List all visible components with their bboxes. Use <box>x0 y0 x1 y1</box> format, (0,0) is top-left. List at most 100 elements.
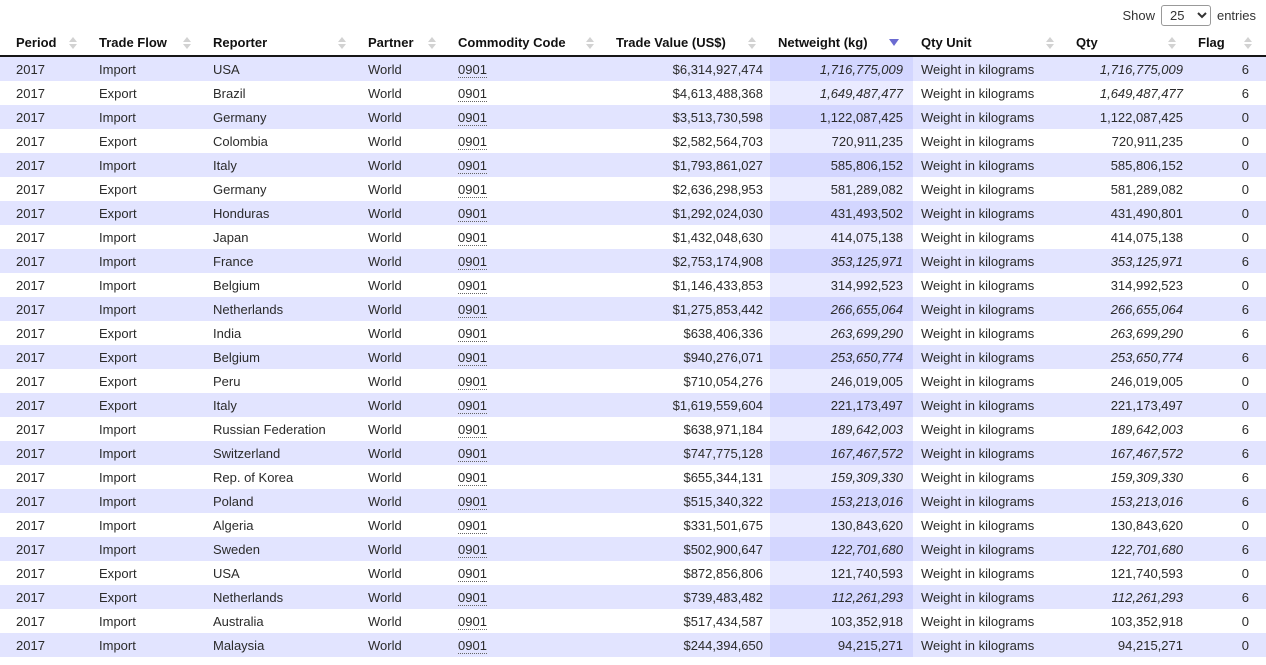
commodity-code-link[interactable]: 0901 <box>458 157 487 174</box>
cell-unit: Weight in kilograms <box>921 397 1035 413</box>
cell-code: 0901 <box>450 465 608 489</box>
sort-both-icon <box>1244 36 1252 49</box>
cell-flow: Import <box>99 613 136 629</box>
cell-period: 2017 <box>16 589 45 605</box>
commodity-code-link[interactable]: 0901 <box>458 469 487 486</box>
cell-value: $638,971,184 <box>683 421 763 437</box>
cell-reporter: India <box>213 325 242 341</box>
cell-unit: Weight in kilograms <box>921 349 1035 365</box>
cell-partner: World <box>368 157 402 173</box>
commodity-code-link[interactable]: 0901 <box>458 637 487 654</box>
commodity-code-link[interactable]: 0901 <box>458 109 487 126</box>
commodity-code-link[interactable]: 0901 <box>458 421 487 438</box>
column-header-netweight[interactable]: Netweight (kg) <box>770 30 913 57</box>
cell-period: 2017 <box>16 61 45 77</box>
commodity-code-link[interactable]: 0901 <box>458 517 487 534</box>
column-header-commodity-code[interactable]: Commodity Code <box>450 30 608 57</box>
cell-code: 0901 <box>450 513 608 537</box>
column-header-qty[interactable]: Qty <box>1068 30 1190 57</box>
commodity-code-link[interactable]: 0901 <box>458 373 487 390</box>
commodity-code-link[interactable]: 0901 <box>458 253 487 270</box>
commodity-code-link[interactable]: 0901 <box>458 181 487 198</box>
commodity-code-link[interactable]: 0901 <box>458 349 487 366</box>
cell-reporter: Malaysia <box>213 637 265 653</box>
commodity-code-link[interactable]: 0901 <box>458 301 487 318</box>
cell-qty: 314,992,523 <box>1110 277 1183 293</box>
cell-code: 0901 <box>450 609 608 633</box>
cell-reporter: Brazil <box>213 85 246 101</box>
column-header-flag[interactable]: Flag <box>1190 30 1266 57</box>
column-header-partner[interactable]: Partner <box>360 30 450 57</box>
column-label: Flag <box>1198 35 1225 50</box>
cell-flag: 6 <box>1241 301 1249 317</box>
column-label: Trade Value (US$) <box>616 35 726 50</box>
cell-value: $872,856,806 <box>683 565 763 581</box>
trade-data-table: Period Trade Flow Reporter <box>0 30 1266 657</box>
cell-qty: 1,716,775,009 <box>1099 61 1183 77</box>
cell-code: 0901 <box>450 105 608 129</box>
commodity-code-link[interactable]: 0901 <box>458 613 487 630</box>
commodity-code-link[interactable]: 0901 <box>458 541 487 558</box>
cell-code: 0901 <box>450 585 608 609</box>
cell-code: 0901 <box>450 81 608 105</box>
cell-period: 2017 <box>16 109 45 125</box>
cell-unit: Weight in kilograms <box>921 157 1035 173</box>
table-row: 2017 Import Algeria World 0901 $331,501,675 13… <box>0 513 1266 537</box>
column-label: Period <box>16 35 57 50</box>
column-header-period[interactable]: Period <box>0 30 91 57</box>
cell-value: $1,432,048,630 <box>672 229 763 245</box>
cell-flag: 0 <box>1241 205 1249 221</box>
commodity-code-link[interactable]: 0901 <box>458 445 487 462</box>
commodity-code-link[interactable]: 0901 <box>458 277 487 294</box>
commodity-code-link[interactable]: 0901 <box>458 565 487 582</box>
column-header-trade-value[interactable]: Trade Value (US$) <box>608 30 770 57</box>
cell-unit: Weight in kilograms <box>921 637 1035 653</box>
cell-qty: 414,075,138 <box>1110 229 1183 245</box>
cell-code: 0901 <box>450 489 608 513</box>
cell-unit: Weight in kilograms <box>921 205 1035 221</box>
cell-value: $655,344,131 <box>683 469 763 485</box>
cell-flow: Import <box>99 301 136 317</box>
cell-value: $2,636,298,953 <box>672 181 763 197</box>
cell-netweight: 159,309,330 <box>770 465 913 489</box>
cell-flag: 0 <box>1241 181 1249 197</box>
commodity-code-link[interactable]: 0901 <box>458 205 487 222</box>
cell-value: $1,146,433,853 <box>672 277 763 293</box>
commodity-code-link[interactable]: 0901 <box>458 229 487 246</box>
cell-value: $4,613,488,368 <box>672 85 763 101</box>
cell-qty: 103,352,918 <box>1110 613 1183 629</box>
cell-partner: World <box>368 565 402 581</box>
commodity-code-link[interactable]: 0901 <box>458 325 487 342</box>
cell-period: 2017 <box>16 205 45 221</box>
cell-partner: World <box>368 325 402 341</box>
column-label: Reporter <box>213 35 268 50</box>
commodity-code-link[interactable]: 0901 <box>458 397 487 414</box>
commodity-code-link[interactable]: 0901 <box>458 133 487 150</box>
cell-flow: Export <box>99 325 137 341</box>
table-row: 2017 Export Italy World 0901 $1,619,559,604 22… <box>0 393 1266 417</box>
column-header-reporter[interactable]: Reporter <box>205 30 360 57</box>
commodity-code-link[interactable]: 0901 <box>458 589 487 606</box>
cell-code: 0901 <box>450 441 608 465</box>
cell-netweight: 720,911,235 <box>770 129 913 153</box>
column-header-trade-flow[interactable]: Trade Flow <box>91 30 205 57</box>
page-length-select[interactable]: 25 <box>1160 4 1211 26</box>
cell-flag: 0 <box>1241 517 1249 533</box>
commodity-code-link[interactable]: 0901 <box>458 85 487 102</box>
cell-partner: World <box>368 61 402 77</box>
sort-both-icon <box>1168 36 1176 49</box>
cell-code: 0901 <box>450 345 608 369</box>
commodity-code-link[interactable]: 0901 <box>458 493 487 510</box>
cell-code: 0901 <box>450 273 608 297</box>
cell-qty: 1,649,487,477 <box>1099 85 1183 101</box>
commodity-code-link[interactable]: 0901 <box>458 61 487 78</box>
cell-period: 2017 <box>16 277 45 293</box>
table-row: 2017 Import Rep. of Korea World 0901 $655,344… <box>0 465 1266 489</box>
cell-reporter: Poland <box>213 493 254 509</box>
cell-partner: World <box>368 517 402 533</box>
column-header-qty-unit[interactable]: Qty Unit <box>913 30 1068 57</box>
cell-code: 0901 <box>450 249 608 273</box>
cell-unit: Weight in kilograms <box>921 253 1035 269</box>
cell-partner: World <box>368 421 402 437</box>
cell-flag: 6 <box>1241 421 1249 437</box>
